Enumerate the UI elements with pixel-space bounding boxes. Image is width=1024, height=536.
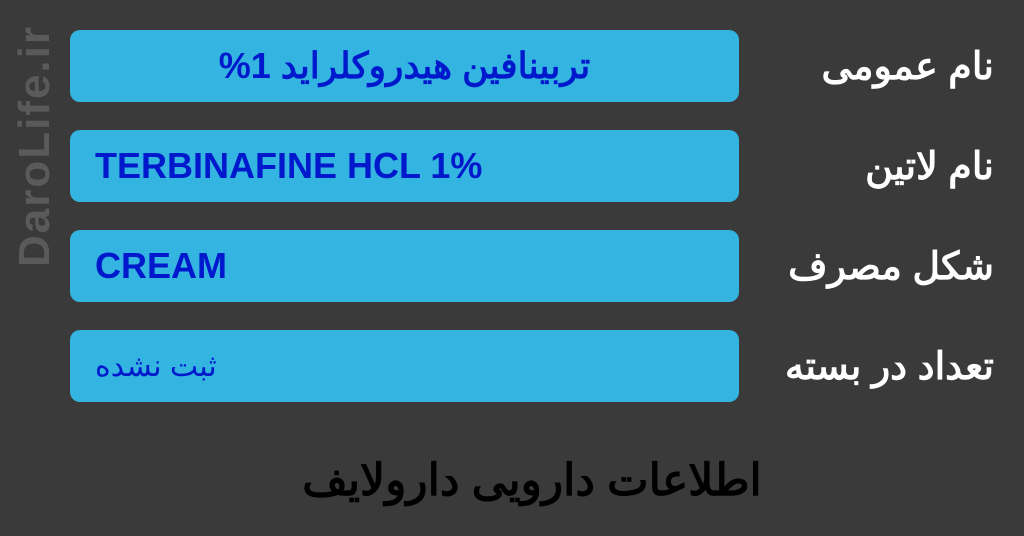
footer-title: اطلاعات دارویی دارولایف	[70, 435, 994, 516]
row-package-count: ثبت نشده تعداد در بسته	[70, 330, 994, 402]
value-box-dosage-form: CREAM	[70, 230, 739, 302]
value-dosage-form: CREAM	[95, 245, 227, 287]
watermark-text: DaroLife.ir	[10, 25, 60, 267]
value-generic-name: تربینافین هیدروکلراید 1%	[219, 45, 590, 87]
value-box-latin-name: TERBINAFINE HCL 1%	[70, 130, 739, 202]
label-dosage-form: شکل مصرف	[764, 244, 994, 289]
label-latin-name: نام لاتین	[764, 144, 994, 189]
info-rows: تربینافین هیدروکلراید 1% نام عمومی TERBI…	[70, 20, 994, 435]
value-latin-name: TERBINAFINE HCL 1%	[95, 145, 482, 187]
row-dosage-form: CREAM شکل مصرف	[70, 230, 994, 302]
value-package-count: ثبت نشده	[95, 349, 217, 384]
row-latin-name: TERBINAFINE HCL 1% نام لاتین	[70, 130, 994, 202]
label-package-count: تعداد در بسته	[764, 344, 994, 389]
value-box-package-count: ثبت نشده	[70, 330, 739, 402]
value-box-generic-name: تربینافین هیدروکلراید 1%	[70, 30, 739, 102]
row-generic-name: تربینافین هیدروکلراید 1% نام عمومی	[70, 30, 994, 102]
main-container: تربینافین هیدروکلراید 1% نام عمومی TERBI…	[0, 0, 1024, 536]
label-generic-name: نام عمومی	[764, 44, 994, 89]
